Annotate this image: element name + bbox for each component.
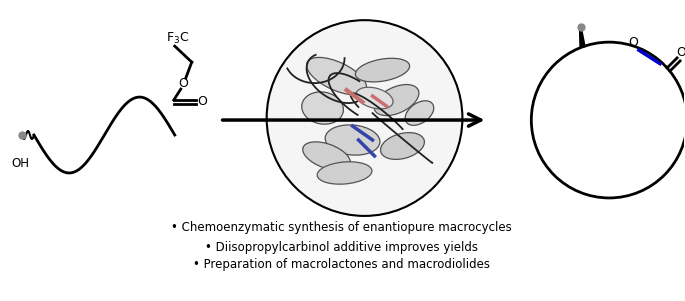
Ellipse shape <box>356 87 393 109</box>
Circle shape <box>266 20 462 216</box>
Text: OH: OH <box>11 157 29 170</box>
Text: • Diisopropylcarbinol additive improves yields: • Diisopropylcarbinol additive improves … <box>205 241 478 254</box>
Ellipse shape <box>307 57 366 95</box>
Ellipse shape <box>317 162 372 184</box>
Text: O: O <box>197 95 207 107</box>
Text: O: O <box>178 76 188 90</box>
Ellipse shape <box>381 133 425 160</box>
Polygon shape <box>580 29 585 47</box>
Text: $\mathregular{F_3C}$: $\mathregular{F_3C}$ <box>166 31 190 46</box>
Text: O: O <box>676 46 685 59</box>
Ellipse shape <box>405 101 434 125</box>
Text: • Chemoenzymatic synthesis of enantiopure macrocycles: • Chemoenzymatic synthesis of enantiopur… <box>171 222 512 234</box>
Ellipse shape <box>325 125 380 155</box>
Ellipse shape <box>356 58 410 82</box>
Text: O: O <box>628 36 638 49</box>
Ellipse shape <box>303 142 351 170</box>
Ellipse shape <box>374 85 419 116</box>
Text: • Preparation of macrolactones and macrodiolides: • Preparation of macrolactones and macro… <box>193 258 490 272</box>
Ellipse shape <box>301 92 343 124</box>
